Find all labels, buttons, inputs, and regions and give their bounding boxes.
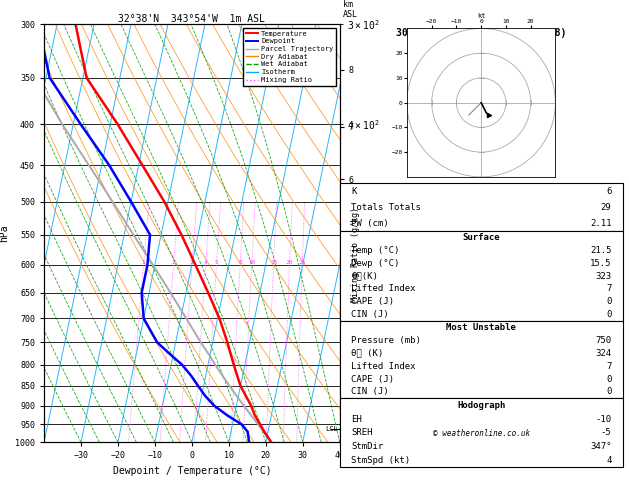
- Text: 323: 323: [595, 272, 611, 280]
- Bar: [340, 399, 623, 468]
- Text: 6: 6: [606, 187, 611, 196]
- Text: 1: 1: [142, 260, 145, 265]
- Text: 5: 5: [214, 260, 218, 265]
- Text: 25: 25: [298, 260, 306, 265]
- Bar: [340, 183, 623, 231]
- Text: 3: 3: [190, 260, 194, 265]
- Text: CAPE (J): CAPE (J): [351, 375, 394, 383]
- Text: Temp (°C): Temp (°C): [351, 246, 399, 255]
- X-axis label: Dewpoint / Temperature (°C): Dewpoint / Temperature (°C): [113, 466, 271, 476]
- Bar: [340, 321, 623, 399]
- Text: 20: 20: [286, 260, 293, 265]
- Text: 10: 10: [248, 260, 255, 265]
- Text: StmSpd (kt): StmSpd (kt): [351, 456, 410, 465]
- Text: 7: 7: [606, 284, 611, 294]
- Text: 0: 0: [606, 375, 611, 383]
- Text: 30.09.2024  06GMT  (Base: 18): 30.09.2024 06GMT (Base: 18): [396, 29, 566, 38]
- Text: 347°: 347°: [590, 442, 611, 451]
- Text: 0: 0: [606, 297, 611, 306]
- Text: 8: 8: [238, 260, 242, 265]
- Text: CIN (J): CIN (J): [351, 387, 389, 397]
- Text: Mixing Ratio (g/kg): Mixing Ratio (g/kg): [351, 207, 360, 302]
- Text: 0: 0: [606, 310, 611, 319]
- Text: 2: 2: [172, 260, 175, 265]
- Text: θᴀ(K): θᴀ(K): [351, 272, 378, 280]
- Y-axis label: hPa: hPa: [0, 225, 9, 242]
- Text: 4: 4: [204, 260, 208, 265]
- Text: © weatheronline.co.uk: © weatheronline.co.uk: [433, 429, 530, 438]
- Text: CIN (J): CIN (J): [351, 310, 389, 319]
- Bar: [340, 231, 623, 321]
- Text: 15: 15: [270, 260, 277, 265]
- Text: -5: -5: [601, 428, 611, 437]
- Text: Lifted Index: Lifted Index: [351, 362, 416, 371]
- Text: Most Unstable: Most Unstable: [446, 323, 516, 332]
- Text: CAPE (J): CAPE (J): [351, 297, 394, 306]
- Text: -10: -10: [595, 415, 611, 424]
- Text: Lifted Index: Lifted Index: [351, 284, 416, 294]
- X-axis label: kt: kt: [477, 13, 486, 19]
- Text: LCL: LCL: [325, 426, 338, 432]
- Text: 15.5: 15.5: [590, 259, 611, 268]
- Text: SREH: SREH: [351, 428, 372, 437]
- Text: Pressure (mb): Pressure (mb): [351, 336, 421, 345]
- Text: 2.11: 2.11: [590, 219, 611, 227]
- Title: 32°38'N  343°54'W  1m ASL: 32°38'N 343°54'W 1m ASL: [118, 14, 265, 23]
- Text: 7: 7: [606, 362, 611, 371]
- Text: 750: 750: [595, 336, 611, 345]
- Text: 324: 324: [595, 349, 611, 358]
- Text: EH: EH: [351, 415, 362, 424]
- Text: K: K: [351, 187, 357, 196]
- Text: 29: 29: [601, 203, 611, 212]
- Text: 21.5: 21.5: [590, 246, 611, 255]
- Legend: Temperature, Dewpoint, Parcel Trajectory, Dry Adiabat, Wet Adiabat, Isotherm, Mi: Temperature, Dewpoint, Parcel Trajectory…: [243, 28, 336, 86]
- Text: Hodograph: Hodograph: [457, 401, 505, 410]
- Text: PW (cm): PW (cm): [351, 219, 389, 227]
- Text: Totals Totals: Totals Totals: [351, 203, 421, 212]
- Text: Surface: Surface: [462, 233, 500, 242]
- Text: Dewp (°C): Dewp (°C): [351, 259, 399, 268]
- Text: 0: 0: [606, 387, 611, 397]
- Text: StmDir: StmDir: [351, 442, 383, 451]
- Text: 4: 4: [606, 456, 611, 465]
- Text: θᴀ (K): θᴀ (K): [351, 349, 383, 358]
- Text: km
ASL: km ASL: [343, 0, 358, 19]
